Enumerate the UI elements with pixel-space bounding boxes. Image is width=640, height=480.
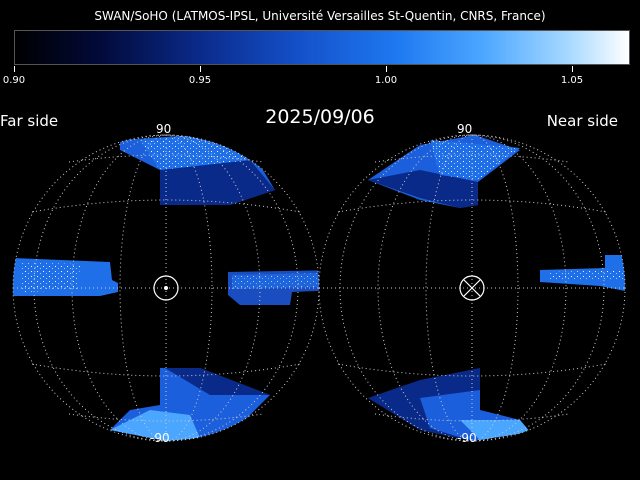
far-side-label: Far side — [0, 112, 59, 130]
page-title: SWAN/SoHO (LATMOS-IPSL, Université Versa… — [94, 9, 546, 23]
far-top-lat-label: 90 — [156, 122, 171, 136]
emission-region — [160, 160, 275, 205]
colorbar-tick-label: 0.95 — [188, 75, 212, 86]
emission-region — [165, 368, 270, 395]
emission-region — [550, 270, 625, 280]
near-top-lat-label: 90 — [457, 122, 472, 136]
sun-cross-marker — [459, 275, 485, 301]
emission-region — [430, 140, 520, 180]
far-side-map: 90 -90 — [12, 122, 320, 445]
colorbar-tick — [200, 66, 201, 72]
emission-region — [368, 170, 478, 208]
colorbar-tick — [386, 66, 387, 72]
near-bottom-lat-label: -90 — [457, 431, 477, 445]
emission-region — [232, 273, 319, 289]
colorbar-tick-label: 1.00 — [374, 75, 398, 86]
colorbar-tick — [14, 66, 15, 72]
emission-region — [110, 410, 200, 441]
emission-region — [460, 420, 530, 440]
date-label: 2025/09/06 — [265, 106, 375, 128]
colorbar-tick-label: 0.90 — [2, 75, 26, 86]
colorbar — [14, 30, 630, 65]
colorbar-tick-label: 1.05 — [560, 75, 584, 86]
colorbar-tick — [572, 66, 573, 72]
near-side-map: 90 -90 — [318, 122, 626, 445]
sun-dot-marker — [153, 275, 179, 301]
near-side-label: Near side — [546, 112, 618, 130]
emission-region — [20, 262, 80, 292]
far-bottom-lat-label: -90 — [150, 431, 170, 445]
